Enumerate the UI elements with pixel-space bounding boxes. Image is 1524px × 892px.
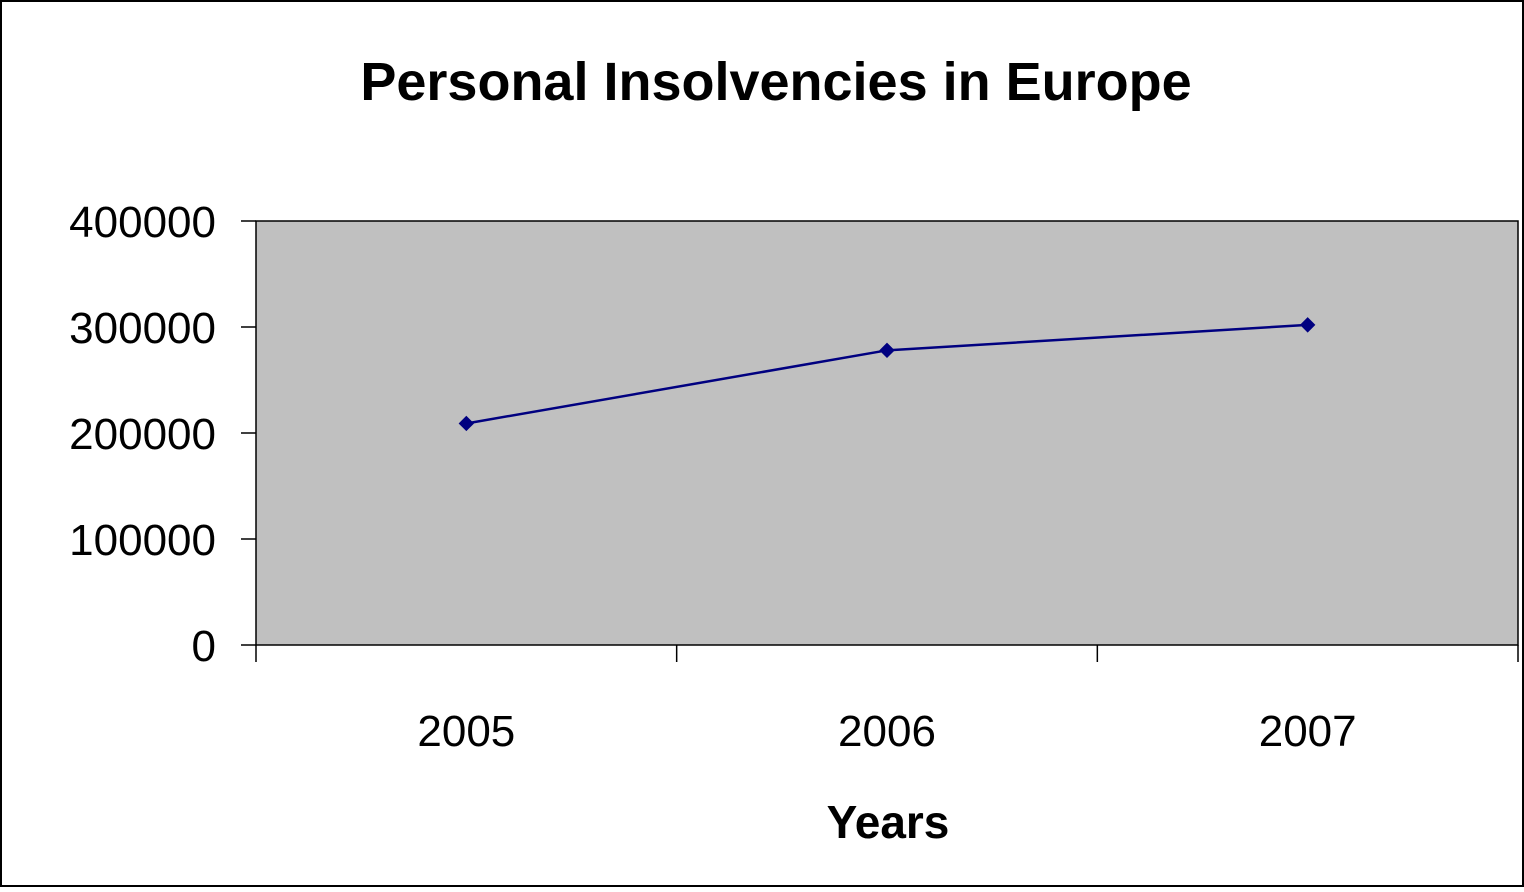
y-tick-label: 100000: [69, 516, 216, 565]
y-axis: 0 100000 200000 300000 400000: [69, 198, 256, 671]
data-point-2006: [879, 342, 895, 359]
x-tick-label: 2007: [1259, 707, 1357, 756]
data-point-2005: [458, 415, 475, 432]
series-layer: [458, 317, 1316, 432]
x-tick-label: 2006: [838, 707, 936, 756]
x-axis: 2005 2006 2007: [255, 645, 1519, 756]
chart-title: Personal Insolvencies in Europe: [360, 52, 1191, 112]
plot-area: [255, 220, 1519, 646]
y-tick-label: 200000: [69, 410, 216, 459]
y-tick-label: 400000: [69, 198, 216, 247]
x-axis-label: Years: [827, 796, 950, 848]
x-tick-label: 2005: [417, 707, 515, 756]
y-tick-label: 300000: [69, 304, 216, 353]
data-point-2007: [1299, 317, 1316, 333]
y-tick-label: 0: [192, 622, 216, 671]
